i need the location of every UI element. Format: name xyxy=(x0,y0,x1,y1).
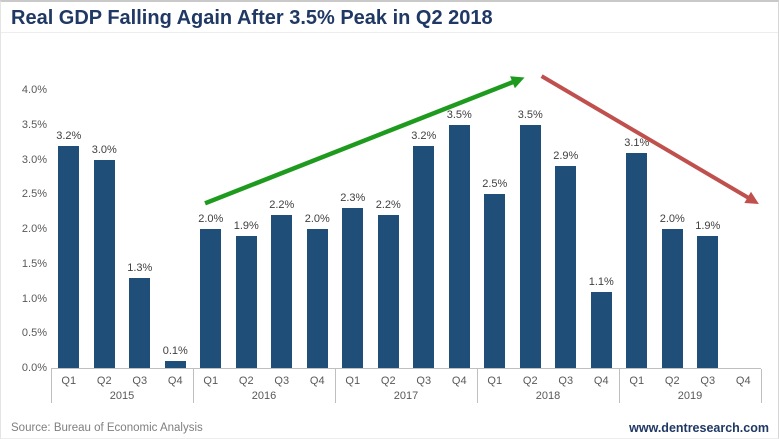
bar-value-label: 0.1% xyxy=(162,345,188,358)
x-axis-quarter-label: Q1 xyxy=(345,375,361,387)
y-axis-tick-label: 4.0% xyxy=(21,84,47,96)
year-separator-tick xyxy=(761,369,762,403)
y-axis-tick-label: 0.5% xyxy=(21,327,47,340)
gdp-bar xyxy=(484,194,506,368)
gdp-bar xyxy=(164,361,186,368)
x-axis-quarter-label: Q1 xyxy=(61,375,77,387)
gdp-bar xyxy=(377,215,399,368)
bar-value-label: 1.1% xyxy=(588,275,614,288)
year-separator-tick xyxy=(51,369,52,403)
gdp-bar xyxy=(448,124,470,368)
x-axis-quarter-label: Q1 xyxy=(487,375,503,387)
y-axis-tick-label: 2.5% xyxy=(21,188,47,201)
y-axis-tick-label: 1.5% xyxy=(21,257,47,270)
gdp-bar xyxy=(413,145,435,368)
bar-value-label: 2.0% xyxy=(304,213,330,225)
gdp-bar xyxy=(306,229,328,368)
x-axis-quarter-label: Q3 xyxy=(416,375,432,387)
x-axis-quarter-label: Q3 xyxy=(558,375,574,387)
y-axis-tick-label: 3.5% xyxy=(21,118,47,131)
x-axis-quarter-label: Q2 xyxy=(664,375,680,387)
bar-value-label: 2.5% xyxy=(482,178,508,191)
x-axis-year-label: 2019 xyxy=(677,390,703,402)
bar-value-label: 1.9% xyxy=(233,219,259,232)
bar-value-label: 2.2% xyxy=(269,199,295,212)
gdp-bar xyxy=(555,166,577,368)
y-axis-tick-label: 3.0% xyxy=(21,153,47,166)
y-axis-tick-label: 2.0% xyxy=(21,223,47,235)
y-axis-tick-label: 1.0% xyxy=(21,292,47,305)
gdp-bar xyxy=(58,145,80,368)
source-note: Source: Bureau of Economic Analysis xyxy=(11,422,203,434)
gdp-bar xyxy=(661,229,683,368)
x-axis-quarter-label: Q4 xyxy=(593,375,609,387)
bar-value-label: 3.0% xyxy=(91,143,117,156)
gdp-bar xyxy=(200,229,222,368)
bar-value-label: 2.0% xyxy=(198,213,224,225)
gdp-bar xyxy=(271,215,293,368)
gdp-bar xyxy=(697,235,719,368)
year-separator-tick xyxy=(193,369,194,403)
bar-value-label: 2.2% xyxy=(375,199,401,212)
gdp-bar xyxy=(626,152,648,368)
bar-value-label: 3.2% xyxy=(411,129,437,142)
website-label: www.dentresearch.com xyxy=(629,421,769,435)
x-axis-year-label: 2015 xyxy=(109,390,135,402)
x-axis-quarter-label: Q1 xyxy=(203,375,219,387)
gdp-bar xyxy=(93,159,115,368)
gdp-bar xyxy=(129,277,151,368)
bar-value-label: 2.9% xyxy=(553,150,579,163)
x-axis-quarter-label: Q2 xyxy=(380,375,396,387)
x-axis-quarter-label: Q4 xyxy=(735,375,751,387)
gdp-bar xyxy=(590,291,612,368)
x-axis-quarter-label: Q4 xyxy=(167,375,183,387)
x-axis-quarter-label: Q2 xyxy=(238,375,254,387)
bar-value-label: 1.9% xyxy=(695,219,721,232)
x-axis-quarter-label: Q4 xyxy=(451,375,467,387)
chart-title: Real GDP Falling Again After 3.5% Peak i… xyxy=(11,7,493,29)
uptrend-arrow-head xyxy=(510,76,525,89)
x-axis-quarter-label: Q4 xyxy=(309,375,325,387)
bar-value-label: 3.1% xyxy=(624,136,650,149)
bar-value-label: 2.0% xyxy=(659,213,685,225)
x-axis-year-label: 2017 xyxy=(393,390,419,402)
x-axis-quarter-label: Q1 xyxy=(629,375,645,387)
bar-value-label: 3.5% xyxy=(446,108,472,121)
year-separator-tick xyxy=(335,369,336,403)
x-axis-quarter-label: Q2 xyxy=(96,375,112,387)
bar-value-label: 3.5% xyxy=(517,108,543,121)
year-separator-tick xyxy=(619,369,620,403)
x-axis-quarter-label: Q2 xyxy=(522,375,538,387)
gdp-bar xyxy=(519,124,541,368)
x-axis-quarter-label: Q3 xyxy=(700,375,716,387)
x-axis-quarter-label: Q3 xyxy=(132,375,148,387)
bar-value-label: 1.3% xyxy=(127,261,153,274)
gdp-bar xyxy=(235,235,257,368)
x-axis-line xyxy=(51,368,761,369)
x-axis-quarter-label: Q3 xyxy=(274,375,290,387)
x-axis-year-label: 2016 xyxy=(251,390,277,402)
downtrend-arrow-head xyxy=(744,191,759,204)
bar-value-label: 3.2% xyxy=(56,129,82,142)
gdp-bar xyxy=(342,208,364,368)
x-axis-year-label: 2018 xyxy=(535,390,561,402)
year-separator-tick xyxy=(477,369,478,403)
title-divider xyxy=(1,32,778,33)
y-axis-tick-label: 0.0% xyxy=(21,362,47,374)
